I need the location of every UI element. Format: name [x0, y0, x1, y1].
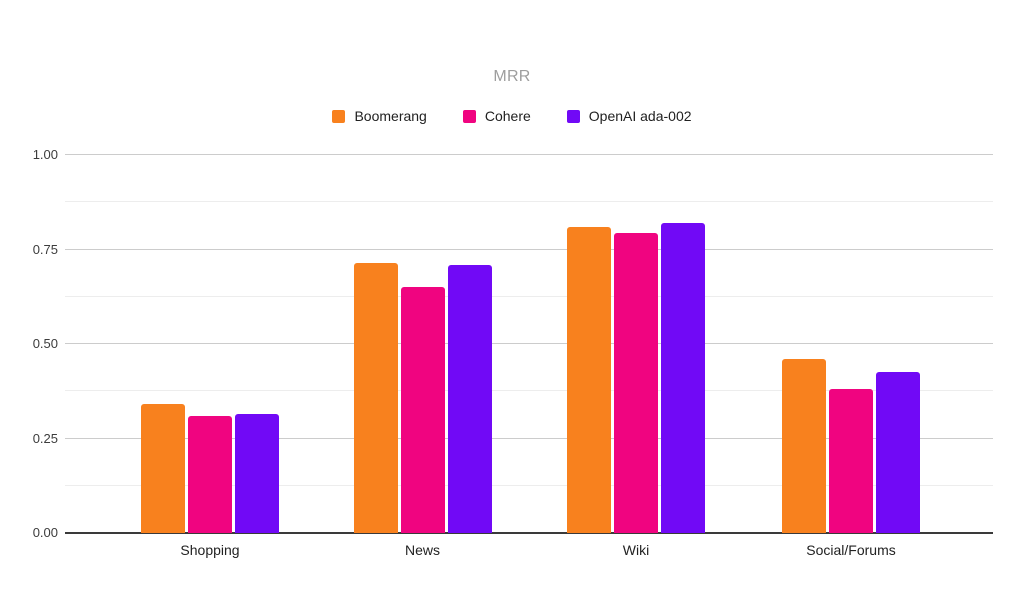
bar-openai-ada-002-news [447, 264, 492, 533]
gridline-major [65, 248, 993, 250]
bar-cohere-wiki [614, 232, 658, 533]
x-tick-label-wiki: Wiki [622, 542, 650, 558]
bar-cohere-news [400, 287, 445, 533]
gridline-major [65, 343, 993, 344]
legend-label: Cohere [484, 108, 531, 124]
legend-item-boomerang: Boomerang [332, 108, 427, 124]
gridline-major [65, 437, 993, 439]
x-tick-label-social-forums: Social/Forums [806, 542, 896, 558]
bar-openai-ada-002-wiki [661, 223, 705, 533]
bar-boomerang-social-forums [782, 359, 826, 533]
y-tick-label: 0.00 [32, 525, 58, 540]
legend-label: OpenAI ada-002 [588, 108, 692, 124]
gridline-major [65, 154, 993, 155]
x-tick-label-news: News [404, 542, 440, 558]
legend-swatch-openai-ada-002 [566, 109, 580, 123]
legend-swatch-boomerang [332, 109, 346, 123]
bar-boomerang-news [353, 262, 398, 533]
x-axis-baseline [65, 532, 993, 534]
y-tick-label: 1.00 [32, 147, 58, 162]
x-tick-label-shopping: Shopping [180, 542, 240, 558]
bar-boomerang-shopping [141, 404, 185, 533]
legend-swatch-cohere [462, 109, 476, 123]
y-tick-label: 0.25 [32, 430, 58, 446]
gridline-minor [65, 201, 993, 203]
gridline-minor [65, 390, 993, 392]
gridline-minor [65, 484, 993, 486]
bar-cohere-shopping [188, 415, 232, 533]
chart-title: MRR [493, 68, 531, 85]
legend-label: Boomerang [354, 108, 427, 124]
plot-area [65, 154, 993, 534]
y-tick-label: 0.75 [32, 241, 58, 257]
legend: Boomerang Cohere OpenAI ada-002 [0, 108, 1024, 124]
gridline-minor [65, 295, 993, 297]
bar-boomerang-wiki [567, 226, 611, 533]
bar-cohere-social-forums [829, 389, 873, 533]
y-tick-label: 0.50 [32, 336, 58, 351]
legend-item-openai-ada-002: OpenAI ada-002 [566, 108, 692, 124]
bar-openai-ada-002-social-forums [876, 372, 920, 533]
bar-openai-ada-002-shopping [235, 413, 279, 533]
legend-item-cohere: Cohere [462, 108, 531, 124]
